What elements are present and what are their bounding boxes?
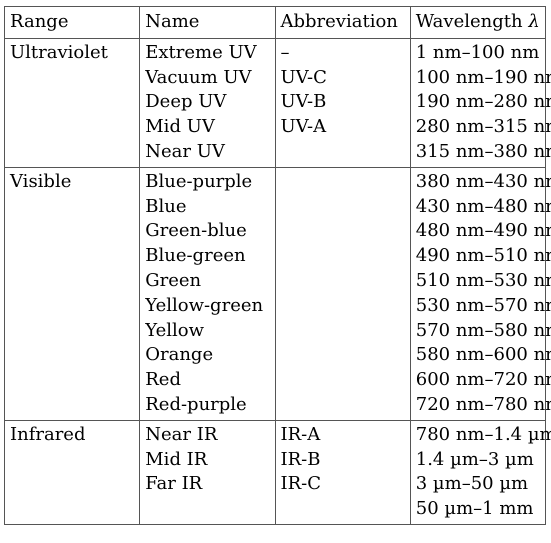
abbreviation-value: IR-C [280, 473, 322, 495]
header-abbreviation: Abbreviation [274, 6, 411, 39]
header-range: Range [3, 6, 141, 39]
abbreviation-value: UV-C [280, 66, 327, 88]
name-value: Blue-green [145, 245, 246, 267]
range-cell: Infrared [3, 419, 141, 525]
name-value: Mid UV [145, 116, 215, 138]
wavelength-cell: 1 nm–100 nm 100 nm–190 nm 190 nm–280 nm 280… [409, 37, 551, 168]
wavelength-cell: 780 nm–1.4 µm 1.4 µm–3 µm 3 µm–50 µm 50 µm–… [409, 419, 551, 525]
name-cell: Blue-purple Blue Green-blue Blue-green Green… [139, 166, 276, 421]
name-cell: Near IR Mid IR Far IR [139, 419, 276, 525]
name-value: Yellow-green [145, 294, 264, 316]
header-wavelength: Wavelength λ [409, 6, 547, 39]
wavelength-value: 580 nm–600 nm [415, 344, 551, 366]
wavelength-value: 380 nm–430 nm [415, 170, 551, 192]
abbreviation-value: UV-B [280, 91, 327, 113]
wavelength-table: Range Name Abbreviation Wavelength λ Ult… [3, 6, 551, 525]
name-value: Mid IR [145, 448, 208, 470]
range-cell: Visible [3, 166, 141, 421]
wavelength-value: 1 nm–100 nm [415, 41, 540, 63]
range-cell: Ultraviolet [3, 37, 141, 168]
wavelength-value: 780 nm–1.4 µm [415, 423, 551, 445]
abbreviation-value: IR-B [280, 448, 321, 470]
name-value: Green-blue [145, 220, 247, 242]
abbreviation-cell: – UV-C UV-B UV-A [274, 37, 411, 168]
range-label: Infrared [10, 423, 86, 445]
header-wavelength-label: Wavelength [415, 11, 529, 32]
wavelength-value: 50 µm–1 mm [415, 498, 534, 520]
wavelength-value: 480 nm–490 nm [415, 220, 551, 242]
table-row: Infrared Near IR Mid IR Far IR IR-A IR-B IR-C 7… [3, 419, 551, 525]
abbreviation-value: UV-A [280, 116, 327, 138]
name-value: Deep UV [145, 91, 227, 113]
name-value: Far IR [145, 473, 203, 495]
wavelength-cell: 380 nm–430 nm 430 nm–480 nm 480 nm–490 nm 4… [409, 166, 551, 421]
name-value: Red [145, 369, 181, 391]
wavelength-value: 510 nm–530 nm [415, 269, 551, 291]
name-value: Orange [145, 344, 214, 366]
wavelength-value: 100 nm–190 nm [415, 66, 551, 88]
wavelength-value: 490 nm–510 nm [415, 245, 551, 267]
abbreviation-value: IR-A [280, 423, 321, 445]
table-body: Ultraviolet Extreme UV Vacuum UV Deep UV Mid… [3, 37, 551, 525]
lambda-symbol: λ [528, 11, 540, 32]
name-value: Green [145, 269, 202, 291]
header-row: Range Name Abbreviation Wavelength λ [3, 6, 547, 39]
table-row: Ultraviolet Extreme UV Vacuum UV Deep UV Mid… [3, 37, 551, 168]
range-label: Visible [10, 170, 72, 192]
wavelength-value: 3 µm–50 µm [415, 473, 529, 495]
name-value: Blue [145, 195, 187, 217]
name-value: Extreme UV [145, 41, 257, 63]
name-value: Blue-purple [145, 170, 253, 192]
name-value: Vacuum UV [145, 66, 252, 88]
wavelength-value: 600 nm–720 nm [415, 369, 551, 391]
name-value: Near UV [145, 140, 225, 162]
header-name: Name [139, 6, 276, 39]
wavelength-value: 315 nm–380 nm [415, 140, 551, 162]
wavelength-value: 530 nm–570 nm [415, 294, 551, 316]
wavelength-value: 280 nm–315 nm [415, 116, 551, 138]
table-row: Visible Blue-purple Blue Green-blue Blue-gre… [3, 166, 551, 421]
abbreviation-cell: IR-A IR-B IR-C [274, 419, 411, 525]
wavelength-value: 720 nm–780 nm [415, 393, 551, 415]
wavelength-value: 570 nm–580 nm [415, 319, 551, 341]
name-value: Near IR [145, 423, 218, 445]
name-value: Yellow [145, 319, 204, 341]
wavelength-value: 430 nm–480 nm [415, 195, 551, 217]
abbreviation-value: – [280, 41, 290, 63]
range-label: Ultraviolet [10, 41, 108, 63]
name-cell: Extreme UV Vacuum UV Deep UV Mid UV Near UV [139, 37, 276, 168]
wavelength-value: 1.4 µm–3 µm [415, 448, 534, 470]
wavelength-value: 190 nm–280 nm [415, 91, 551, 113]
abbreviation-cell [274, 166, 411, 421]
name-value: Red-purple [145, 393, 247, 415]
